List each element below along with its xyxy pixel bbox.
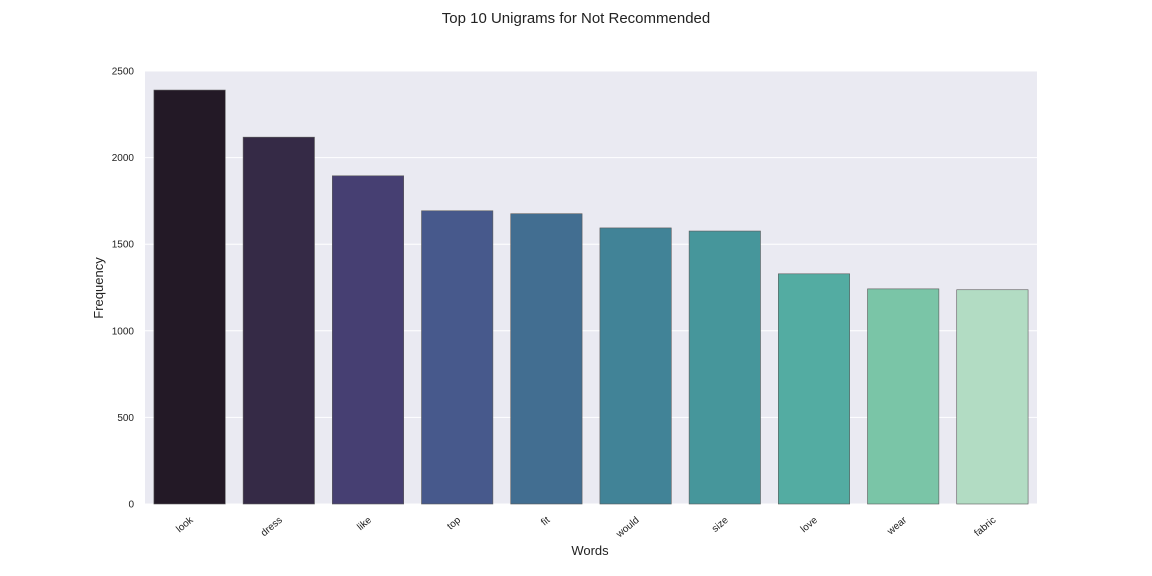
y-tick-label: 2000 bbox=[112, 153, 135, 164]
x-tick-label: fabric bbox=[973, 515, 999, 539]
x-tick-label: size bbox=[710, 515, 731, 535]
bar-like bbox=[332, 175, 404, 505]
x-tick-label: like bbox=[355, 515, 374, 533]
bar-dress bbox=[242, 136, 315, 505]
y-tick-label: 1500 bbox=[112, 240, 135, 251]
y-tick-label: 1000 bbox=[112, 326, 135, 337]
x-axis-label: Words bbox=[571, 543, 609, 558]
x-tick-label: wear bbox=[885, 514, 910, 537]
x-tick-label: look bbox=[174, 514, 196, 535]
bar-size bbox=[688, 230, 761, 505]
chart-title: Top 10 Unigrams for Not Recommended bbox=[442, 10, 710, 27]
x-tick-label: love bbox=[799, 515, 820, 536]
x-tick-label: fit bbox=[539, 515, 552, 529]
bar-fabric bbox=[956, 289, 1029, 505]
x-tick-label: top bbox=[445, 515, 463, 533]
x-axis-ticks: look dress like top fit would size love wear fabr… bbox=[174, 514, 998, 541]
bar-fit bbox=[510, 213, 583, 505]
bar-would bbox=[599, 227, 672, 505]
y-tick-label: 500 bbox=[117, 413, 134, 424]
y-axis-label: Frequency bbox=[91, 257, 106, 319]
bar-love bbox=[778, 273, 850, 505]
bar-look bbox=[153, 89, 226, 505]
bar-top bbox=[421, 210, 494, 505]
y-tick-label: 0 bbox=[128, 500, 134, 511]
y-axis-ticks: 0 500 1000 1500 2000 2500 bbox=[112, 67, 135, 511]
bars bbox=[153, 89, 1029, 505]
x-tick-label: dress bbox=[259, 515, 285, 539]
bar-wear bbox=[867, 288, 940, 505]
x-tick-label: would bbox=[614, 515, 642, 541]
y-tick-label: 2500 bbox=[112, 67, 135, 78]
